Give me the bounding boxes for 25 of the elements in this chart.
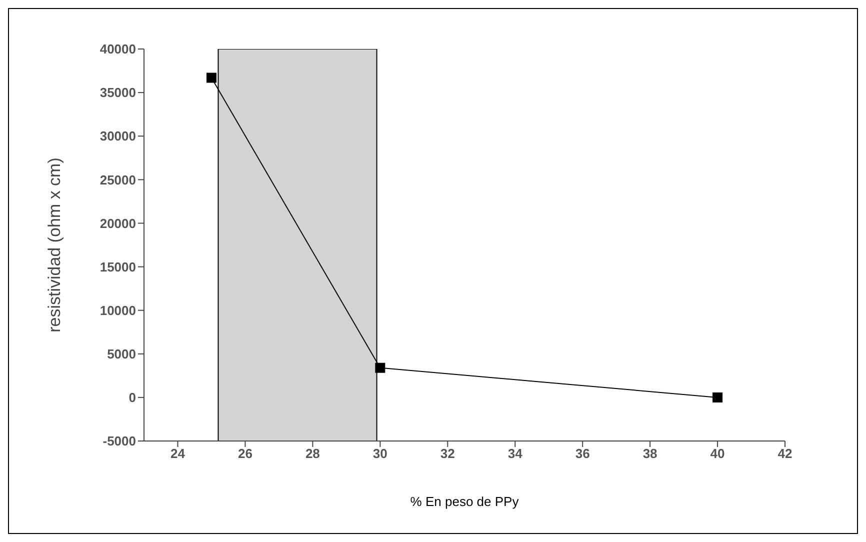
point bbox=[375, 362, 386, 373]
x-tick-label: 40 bbox=[710, 446, 725, 462]
y-tick-label: 5000 bbox=[107, 346, 136, 362]
x-tick-label: 24 bbox=[170, 446, 186, 462]
y-axis-title: resistividad (ohm x cm) bbox=[45, 158, 64, 332]
x-tick-label: 30 bbox=[372, 446, 388, 462]
x-tick-label: 26 bbox=[238, 446, 252, 462]
y-tick-label: -5000 bbox=[102, 434, 136, 449]
x-tick-label: 28 bbox=[305, 446, 320, 462]
y-tick-label: 25000 bbox=[100, 172, 136, 188]
y-tick-label: 15000 bbox=[100, 259, 136, 274]
y-tick-label: 30000 bbox=[100, 128, 136, 144]
y-tick-label: 40000 bbox=[100, 42, 136, 57]
x-tick-label: 32 bbox=[440, 446, 455, 462]
x-tick-label: 42 bbox=[778, 446, 792, 462]
y-tick-label: 10000 bbox=[100, 302, 136, 318]
point bbox=[206, 72, 216, 83]
point bbox=[712, 392, 723, 402]
x-tick-label: 34 bbox=[508, 446, 524, 462]
x-tick-label: 38 bbox=[642, 446, 658, 462]
y-tick-label: 0 bbox=[128, 390, 136, 406]
x-axis-title: % En peso de PPy bbox=[410, 494, 520, 509]
y-tick-label: 35000 bbox=[100, 85, 136, 100]
y-tick-label: 20000 bbox=[100, 216, 136, 231]
x-tick-label: 36 bbox=[575, 446, 590, 462]
